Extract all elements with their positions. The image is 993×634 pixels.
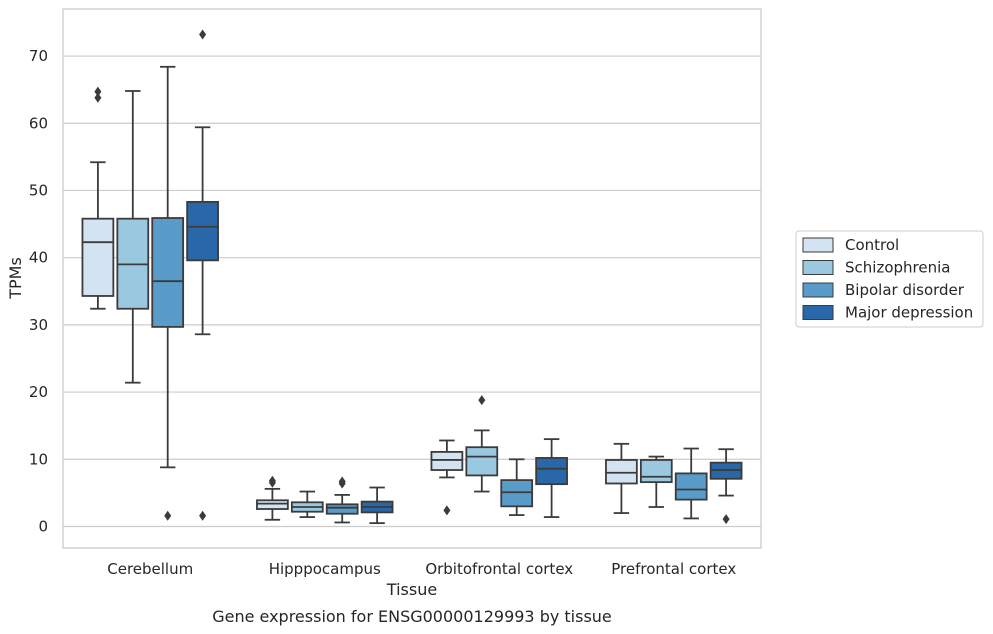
box-1-3	[360, 486, 394, 525]
box-iqr	[605, 459, 638, 485]
y-tick-label: 20	[29, 383, 48, 401]
outlier-point	[443, 505, 451, 516]
box-1-1	[290, 490, 324, 518]
box-iqr	[430, 450, 464, 471]
outlier-point	[164, 510, 172, 521]
legend-swatch	[802, 237, 834, 253]
outlier-point	[268, 475, 276, 486]
legend-item: Bipolar disorder	[802, 281, 965, 299]
legend-label: Bipolar disorder	[845, 281, 965, 299]
legend-label: Schizophrenia	[845, 259, 950, 277]
outlier-point	[94, 92, 102, 103]
box-groups	[81, 29, 743, 525]
legend-item: Major depression	[802, 304, 973, 322]
box-iqr	[256, 499, 289, 510]
box-iqr	[186, 200, 219, 262]
x-tick-label: Prefrontal cortex	[611, 560, 736, 578]
box-1-2	[325, 476, 359, 524]
x-axis-title: Tissue	[386, 580, 437, 599]
x-tick-label: Hipppocampus	[269, 560, 381, 578]
x-tick-label: Orbitofrontal cortex	[425, 560, 573, 578]
box-0-0	[81, 86, 115, 310]
box-iqr	[674, 472, 708, 501]
legend: Control Schizophrenia Bipolar disorder Majo…	[795, 230, 984, 328]
y-tick-label: 50	[29, 181, 48, 199]
box-0-3	[186, 29, 219, 521]
x-tick-label: Cerebellum	[107, 560, 193, 578]
y-tick-label: 30	[29, 316, 48, 334]
box-0-2	[151, 65, 185, 521]
y-axis-title: TPMs	[6, 257, 25, 300]
box-iqr	[151, 217, 185, 328]
legend-swatch	[802, 282, 834, 298]
box-iqr	[500, 479, 534, 508]
box-3-2	[674, 447, 708, 520]
box-iqr	[325, 503, 359, 515]
y-tick-label: 0	[38, 517, 48, 535]
box-iqr	[465, 446, 499, 477]
box-2-3	[535, 438, 568, 518]
outlier-point	[94, 86, 102, 97]
box-1-0	[256, 475, 289, 521]
y-tick-label: 60	[29, 114, 48, 132]
outlier-point	[478, 395, 486, 406]
box-iqr	[535, 457, 568, 486]
box-3-3	[709, 448, 743, 525]
figure-caption: Gene expression for ENSG00000129993 by t…	[212, 607, 612, 626]
y-tick-label: 40	[29, 249, 48, 267]
box-2-1	[465, 395, 499, 493]
legend-label: Major depression	[845, 304, 973, 322]
outlier-point	[338, 476, 346, 487]
outlier-point	[199, 29, 207, 40]
box-2-2	[500, 458, 534, 516]
y-tick-labels: 0 10 20 30 40 50 60 70	[29, 47, 48, 535]
box-0-1	[116, 90, 150, 384]
box-iqr	[639, 459, 673, 484]
x-tick-labels: Cerebellum Hipppocampus Orbitofrontal cort…	[107, 560, 736, 578]
legend-swatch	[802, 305, 834, 320]
y-tick-label: 10	[29, 450, 48, 468]
outlier-point	[199, 510, 207, 521]
box-3-1	[639, 455, 673, 508]
legend-frame	[795, 230, 984, 328]
outlier-point	[722, 514, 730, 525]
legend-item: Control	[802, 236, 899, 254]
legend-label: Control	[845, 236, 899, 254]
box-3-0	[605, 442, 638, 514]
legend-swatch	[802, 260, 834, 275]
box-2-0	[430, 439, 464, 516]
box-iqr	[81, 217, 115, 297]
legend-item: Schizophrenia	[802, 259, 950, 277]
y-tick-label: 70	[29, 47, 48, 65]
